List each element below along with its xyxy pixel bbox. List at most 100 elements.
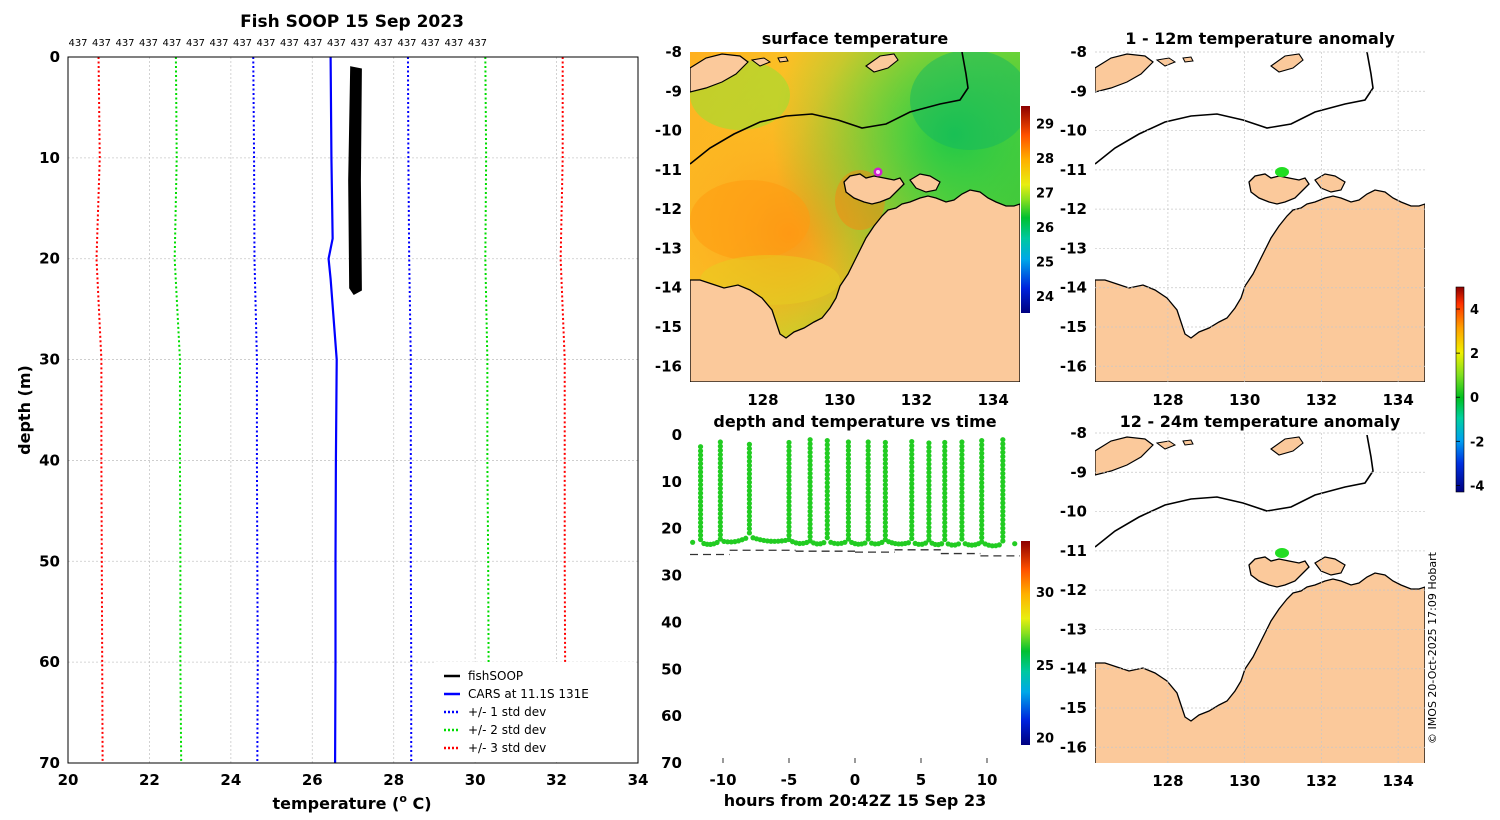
cast-point [697, 448, 704, 454]
depth-time-chart: depth and temperature vs time -10 -5 0 5 10 … [661, 412, 1054, 810]
map-x-tick: 128 [1152, 391, 1183, 409]
profile-x-tick: 34 [628, 771, 649, 789]
cast-point [979, 518, 985, 524]
depth-time-colorbar-tick: 25 [1036, 659, 1054, 674]
cast-point [979, 454, 985, 461]
cast-point [746, 450, 753, 456]
depth-time-colorbar-tick: 30 [1036, 586, 1054, 601]
cast-point [882, 490, 888, 496]
profile-xlabel: temperature (o C) [272, 792, 431, 813]
cast-point [979, 467, 985, 473]
cast-point [786, 503, 792, 509]
cast-point [909, 502, 915, 508]
anomaly-12-24-marker [1275, 548, 1289, 558]
profile-top-label: 437 [280, 38, 299, 49]
cast-point [717, 460, 723, 466]
cast-point [882, 465, 888, 471]
cast-point [942, 494, 948, 500]
anomaly-12-24-title: 12 - 24m temperature anomaly [1120, 412, 1401, 431]
cast-point [865, 536, 871, 542]
traverse-point [725, 539, 731, 545]
cast-point [1000, 512, 1006, 519]
map-y-tick: -16 [655, 357, 682, 375]
cast-point [959, 443, 965, 449]
cast-point [807, 500, 813, 506]
cast-point [697, 490, 704, 496]
traverse-point [938, 541, 945, 547]
cast-point [865, 439, 871, 445]
cast-point [807, 521, 813, 527]
cast-point [824, 450, 830, 456]
cast-point [865, 519, 871, 525]
cast-point [926, 537, 932, 543]
cast-point [1000, 529, 1006, 536]
cast-point [942, 444, 948, 450]
cast-point [786, 532, 792, 538]
cast-point [807, 475, 813, 481]
traverse-point [690, 539, 696, 545]
cast-point [807, 449, 813, 455]
profile-series [95, 56, 567, 764]
cast-point [697, 498, 704, 505]
anomaly-1-12-title: 1 - 12m temperature anomaly [1125, 29, 1395, 48]
cast-point [882, 494, 888, 500]
map-x-tick: 130 [1229, 772, 1260, 790]
cast-point [807, 534, 813, 540]
cast-point [746, 462, 753, 469]
cast-point [926, 453, 932, 459]
cast-point [979, 442, 985, 448]
cast-point [824, 518, 830, 524]
cast-point [926, 461, 932, 467]
sst-colorbar-ticks: 24 25 26 27 28 29 [1036, 117, 1054, 305]
depth-time-colorbar-ticks: 30 25 20 [1036, 586, 1054, 747]
cast-point [845, 443, 852, 449]
cast-point [1000, 470, 1006, 477]
cast-point [845, 506, 852, 513]
profile-top-label: 437 [186, 38, 205, 49]
cast-point [697, 444, 704, 450]
cast-point [959, 460, 965, 466]
cast-point [824, 505, 830, 511]
anomaly-map-12-24m: 12 - 24m temperature anomaly 128 130 132 13… [1060, 412, 1425, 790]
cast-point [746, 441, 753, 447]
sst-colorbar-tick: 26 [1036, 221, 1054, 236]
map-y-tick: -10 [655, 122, 682, 140]
cast-point [746, 526, 753, 532]
cast-point [845, 468, 852, 475]
cast-point [865, 511, 871, 517]
cast-point [1000, 504, 1006, 510]
cast-point [824, 475, 830, 482]
sst-colorbar-tick: 29 [1036, 117, 1054, 132]
cast-point [959, 536, 965, 542]
cast-point [697, 460, 704, 467]
cast-point [865, 477, 871, 483]
cast-point [786, 498, 792, 505]
cast-point [807, 462, 813, 468]
anomaly-colorbar-tick: 0 [1470, 391, 1479, 406]
cast-point [746, 483, 753, 490]
anomaly-colorbar-tick: 4 [1470, 303, 1479, 318]
map-x-tick: 132 [1306, 772, 1337, 790]
cast-point [882, 456, 888, 462]
cast-point [909, 438, 915, 445]
cast-point [942, 498, 948, 505]
depth-time-colorbar-tick: 20 [1036, 732, 1054, 747]
cast-point [942, 477, 948, 484]
cast-point [959, 527, 965, 534]
profile-x-tick: 20 [58, 771, 79, 789]
cast-point [807, 491, 813, 498]
cast-point [697, 477, 704, 484]
profile-x-tick: 28 [383, 771, 404, 789]
cast-point [926, 520, 932, 526]
cast-point [909, 519, 915, 525]
cast-point [909, 535, 915, 542]
cast-point [942, 507, 948, 513]
cast-point [942, 469, 948, 475]
cast-point [845, 523, 852, 529]
profile-y-tick: 40 [39, 451, 60, 469]
cast-point [807, 437, 813, 443]
cast-point [717, 456, 723, 462]
cast-point [909, 455, 915, 462]
cast-point [959, 439, 965, 445]
cast-point [697, 503, 704, 509]
